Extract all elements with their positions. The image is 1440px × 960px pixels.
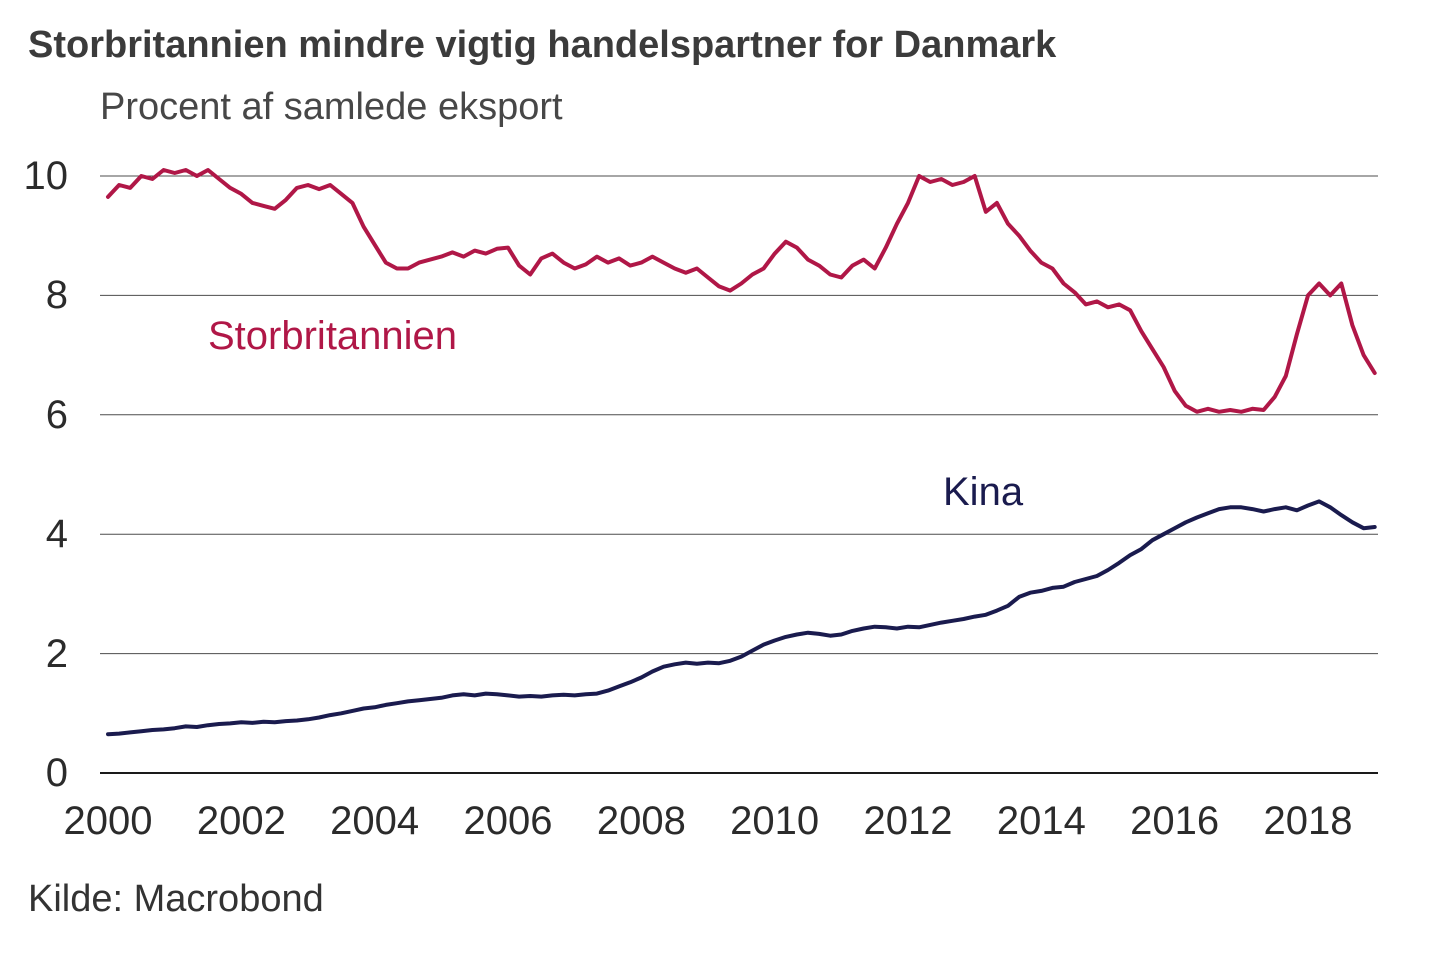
y-tick-label-10: 10 — [23, 154, 69, 198]
chart-subtitle: Procent af samlede eksport — [100, 86, 563, 128]
x-tick-label-2012: 2012 — [863, 799, 953, 843]
y-tick-label-8: 8 — [45, 273, 68, 318]
gridlines — [100, 175, 1378, 774]
y-tick-label-0: 0 — [45, 751, 68, 795]
x-tick-label-2002: 2002 — [196, 799, 286, 843]
x-tick-label-2018: 2018 — [1263, 799, 1353, 843]
x-tick-label-2016: 2016 — [1130, 799, 1220, 843]
chart-title: Storbritannien mindre vigtig handelspart… — [28, 24, 1057, 66]
series-line-kina — [106, 499, 1377, 737]
y-tick-label-2: 2 — [45, 631, 68, 676]
x-tick-label-2006: 2006 — [463, 799, 553, 843]
series-label-storbritannien: Storbritannien — [208, 314, 458, 358]
x-tick-label-2004: 2004 — [330, 799, 420, 843]
series-label-kina: Kina — [943, 470, 1024, 514]
source-note: Kilde: Macrobond — [28, 878, 324, 920]
series-lines — [106, 168, 1377, 737]
series-line-storbritannien — [106, 168, 1377, 414]
x-tick-label-2014: 2014 — [996, 799, 1086, 843]
x-tick-label-2000: 2000 — [63, 799, 153, 843]
x-tick-label-2010: 2010 — [730, 799, 820, 843]
y-tick-label-6: 6 — [45, 392, 68, 437]
y-tick-label-4: 4 — [45, 512, 68, 557]
x-tick-label-2008: 2008 — [596, 799, 686, 843]
